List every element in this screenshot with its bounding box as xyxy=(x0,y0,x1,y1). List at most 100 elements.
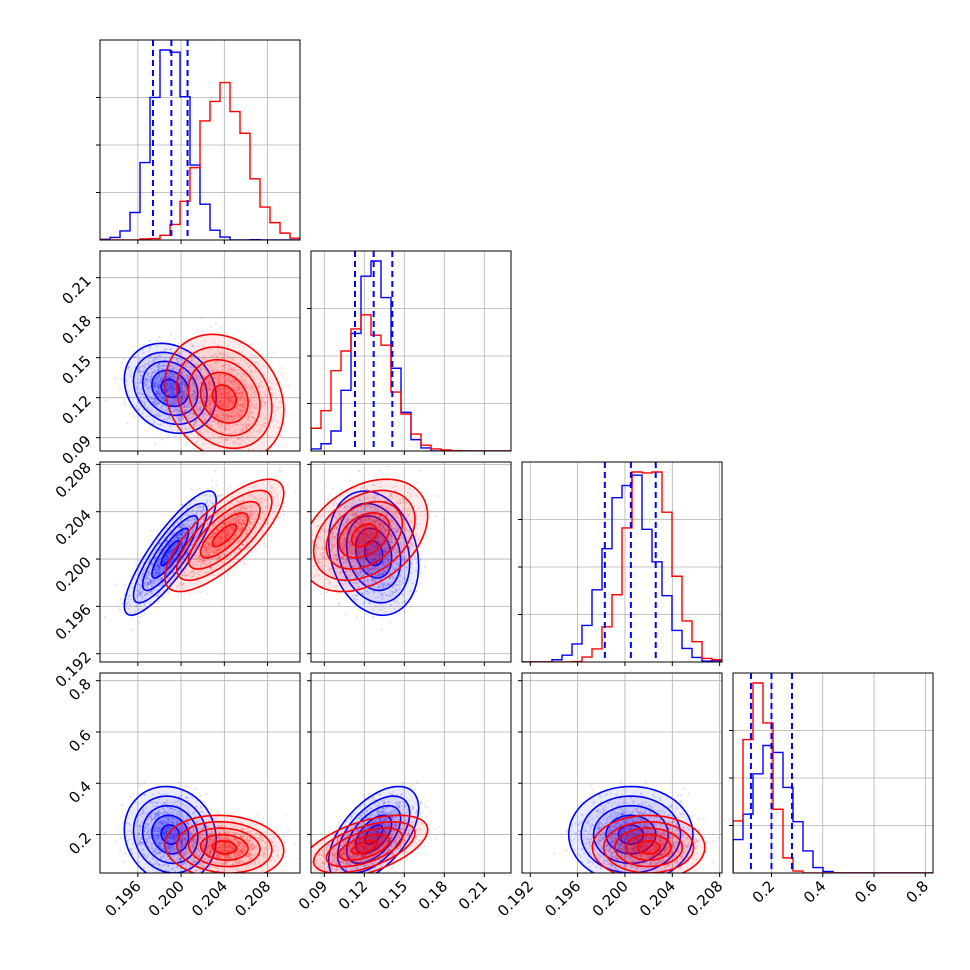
sample-point xyxy=(148,379,151,382)
sample-point xyxy=(193,384,196,387)
sample-point xyxy=(207,385,210,388)
sample-point xyxy=(138,374,142,377)
panel-0-0 xyxy=(96,39,301,244)
sample-point xyxy=(153,396,156,400)
sample-point xyxy=(170,384,173,388)
sample-point xyxy=(234,370,237,373)
sample-point xyxy=(172,391,175,394)
sample-point xyxy=(137,408,140,411)
sample-point xyxy=(161,375,164,378)
sample-point xyxy=(172,392,175,396)
sample-point xyxy=(150,529,153,532)
sample-point xyxy=(224,396,227,399)
sample-point xyxy=(178,381,181,385)
sample-point xyxy=(173,402,177,405)
sample-point xyxy=(265,401,268,404)
sample-point xyxy=(146,387,149,390)
sample-point xyxy=(185,404,188,407)
sample-point xyxy=(194,422,197,425)
sample-point xyxy=(247,415,251,418)
sample-point xyxy=(198,374,202,377)
sample-point xyxy=(167,385,170,388)
sample-point xyxy=(147,363,150,367)
sample-point xyxy=(224,399,227,402)
sample-point xyxy=(159,379,162,382)
sample-point xyxy=(225,427,229,431)
sample-point xyxy=(168,434,171,437)
sample-point xyxy=(209,364,212,367)
sample-point xyxy=(155,383,158,387)
sample-point xyxy=(150,409,153,412)
sample-point xyxy=(168,356,171,359)
sample-point xyxy=(227,399,231,402)
sample-point xyxy=(210,486,213,489)
sample-point xyxy=(237,410,240,414)
sample-point xyxy=(166,419,169,422)
sample-point xyxy=(162,372,166,375)
sample-point xyxy=(154,399,157,402)
sample-point xyxy=(205,368,208,371)
sample-point xyxy=(166,376,169,379)
sample-point xyxy=(147,573,150,576)
sample-point xyxy=(114,377,117,380)
sample-point xyxy=(221,405,224,408)
sample-point xyxy=(160,377,164,380)
sample-point xyxy=(203,354,207,358)
sample-point xyxy=(239,403,242,407)
sample-point xyxy=(217,392,220,395)
sample-point xyxy=(157,414,160,418)
sample-point xyxy=(223,364,227,367)
sample-point xyxy=(222,413,225,417)
sample-point xyxy=(232,415,235,418)
sample-point xyxy=(199,408,202,411)
sample-point xyxy=(249,399,252,403)
sample-point xyxy=(135,369,139,372)
sample-point xyxy=(195,395,198,398)
sample-point xyxy=(222,419,225,422)
sample-point xyxy=(252,390,256,394)
sample-point xyxy=(271,475,273,477)
sample-point xyxy=(201,390,204,393)
sample-point xyxy=(181,391,184,394)
sample-point xyxy=(233,423,236,426)
sample-point xyxy=(159,365,162,368)
sample-point xyxy=(254,457,256,459)
sample-point xyxy=(219,404,222,407)
sample-point xyxy=(228,413,231,416)
sample-point xyxy=(221,405,224,408)
sample-point xyxy=(156,390,159,393)
sample-point xyxy=(252,448,255,451)
sample-point xyxy=(160,364,163,367)
sample-point xyxy=(227,423,230,426)
sample-point xyxy=(176,402,179,406)
sample-point xyxy=(180,371,183,374)
sample-point xyxy=(287,483,290,487)
sample-point xyxy=(166,381,170,384)
sample-point xyxy=(141,401,144,404)
sample-point xyxy=(213,384,217,387)
sample-point xyxy=(173,393,176,396)
sample-point xyxy=(179,353,182,356)
sample-point xyxy=(220,431,223,434)
sample-point xyxy=(163,400,166,403)
sample-point xyxy=(212,367,215,370)
sample-point xyxy=(203,356,206,359)
sample-point xyxy=(240,404,243,407)
sample-point xyxy=(223,402,226,405)
sample-point xyxy=(178,376,181,379)
sample-point xyxy=(147,388,150,391)
sample-point xyxy=(197,407,201,410)
sample-point xyxy=(204,383,208,387)
sample-point xyxy=(163,399,166,402)
sample-point xyxy=(155,378,159,381)
sample-point xyxy=(188,405,191,408)
sample-point xyxy=(198,387,201,390)
sample-point xyxy=(148,345,152,349)
sample-point xyxy=(233,431,236,434)
sample-point xyxy=(200,513,203,516)
sample-point xyxy=(222,353,225,356)
sample-point xyxy=(209,416,212,419)
sample-point xyxy=(149,378,152,381)
sample-point xyxy=(207,364,210,367)
sample-point xyxy=(215,395,218,398)
